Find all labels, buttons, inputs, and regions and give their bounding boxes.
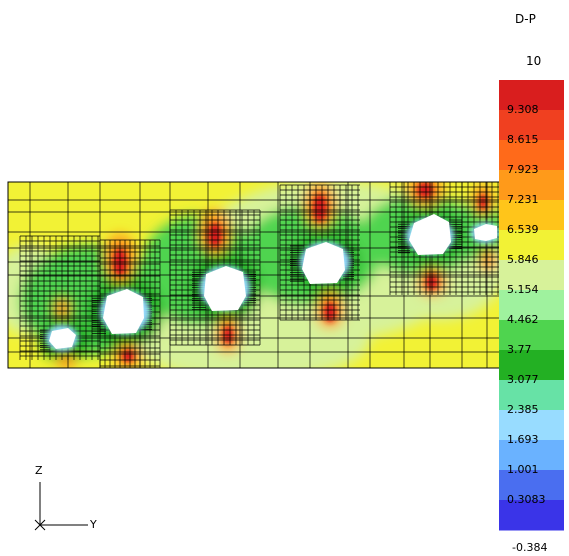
hole-1	[100, 289, 150, 334]
legend-swatch	[499, 110, 564, 141]
hole-4	[406, 214, 454, 255]
hole-2	[200, 266, 250, 311]
legend-tick-label: 9.308	[507, 103, 539, 116]
y-axis-label: Y	[90, 518, 97, 531]
hole-6	[471, 223, 499, 243]
legend-title: D-P	[515, 12, 536, 26]
legend-tick-label: 3.077	[507, 373, 539, 386]
legend-tick-label: 5.846	[507, 253, 539, 266]
legend-swatch	[499, 380, 564, 411]
legend-tick-label: 0.3083	[507, 493, 546, 506]
legend-min-label: -0.384	[512, 541, 548, 554]
hole-3	[300, 242, 350, 284]
legend-tick-label: 6.539	[507, 223, 539, 236]
legend-swatch	[499, 290, 564, 321]
legend-swatch	[499, 80, 564, 111]
legend-tick-label: 5.154	[507, 283, 539, 296]
legend-color-bar	[499, 80, 564, 531]
legend-swatch	[499, 170, 564, 201]
legend-swatch	[499, 200, 564, 231]
legend-tick-label: 1.001	[507, 463, 539, 476]
x-axis-mark-b	[34, 519, 46, 531]
legend-tick-label: 3.77	[507, 343, 532, 356]
plate	[8, 182, 500, 368]
legend-swatch	[499, 350, 564, 381]
axis-triad	[34, 482, 88, 531]
legend-swatch	[499, 230, 564, 261]
legend-swatch	[499, 440, 564, 471]
legend-tick-label: 4.462	[507, 313, 539, 326]
holes	[46, 214, 499, 351]
legend-swatch	[499, 470, 564, 501]
legend-swatch	[499, 140, 564, 171]
hole-5	[46, 325, 78, 351]
legend-swatch	[499, 500, 564, 531]
legend-tick-label: 1.693	[507, 433, 539, 446]
legend-swatch	[499, 260, 564, 291]
legend-tick-label: 7.923	[507, 163, 539, 176]
legend-tick-label: 8.615	[507, 133, 539, 146]
legend-swatch	[499, 410, 564, 441]
z-axis-label: Z	[35, 464, 43, 477]
legend-tick-label: 2.385	[507, 403, 539, 416]
legend-swatch	[499, 320, 564, 351]
legend-tick-label: 7.231	[507, 193, 539, 206]
legend-max-label: 10	[526, 54, 542, 68]
